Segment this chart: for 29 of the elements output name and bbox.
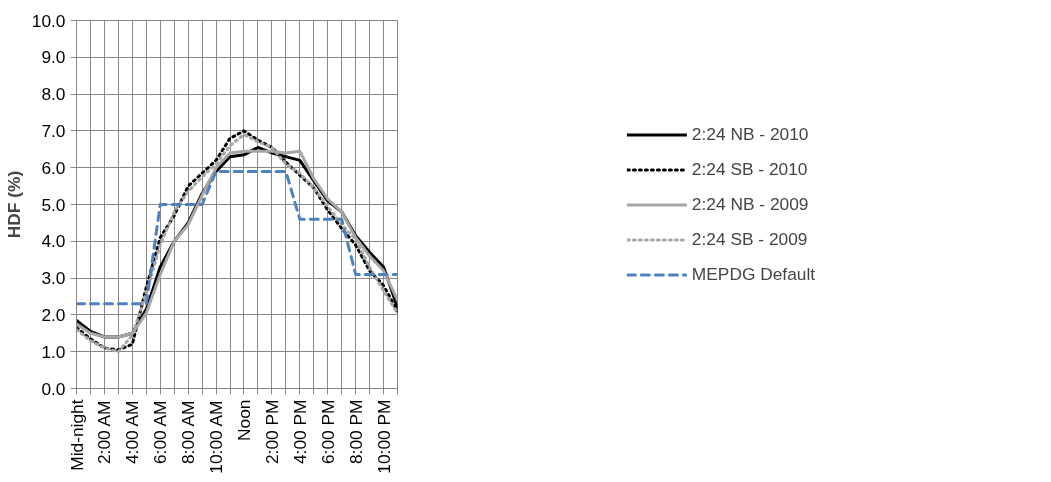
x-tick-label: 6:00 PM xyxy=(317,399,338,465)
y-tick-label: 3.0 xyxy=(41,268,66,289)
x-tick-label: 4:00 PM xyxy=(289,399,310,465)
x-tick-label: 8:00 PM xyxy=(345,399,366,465)
x-tick-label: 2:00 PM xyxy=(261,399,282,465)
x-tick-label: 10:00 PM xyxy=(373,399,394,474)
y-tick-label: 8.0 xyxy=(41,84,66,105)
x-tick-label: 2:00 AM xyxy=(94,400,115,465)
y-tick-label: 2.0 xyxy=(41,304,66,325)
legend-label: 2:24 SB - 2009 xyxy=(691,228,808,250)
y-tick-label: 5.0 xyxy=(41,194,66,215)
y-tick-label: 4.0 xyxy=(41,231,66,252)
legend-label: 2:24 NB - 2010 xyxy=(691,123,809,145)
y-axis-title: HDF (%) xyxy=(3,170,24,239)
x-tick-label: 4:00 AM xyxy=(122,400,143,465)
x-tick-label: 8:00 AM xyxy=(178,400,199,465)
y-tick-label: 0.0 xyxy=(41,378,66,399)
legend-label: 2:24 SB - 2010 xyxy=(691,158,808,180)
y-tick-label: 7.0 xyxy=(41,120,66,141)
x-tick-label: 6:00 AM xyxy=(150,400,171,465)
x-tick-label: Mid-night xyxy=(66,399,87,471)
x-tick-label: Noon xyxy=(233,399,254,441)
y-tick-label: 6.0 xyxy=(41,157,66,178)
y-tick-label: 1.0 xyxy=(41,341,66,362)
legend-label: MEPDG Default xyxy=(691,263,816,285)
legend-label: 2:24 NB - 2009 xyxy=(691,193,809,215)
x-tick-label: 10:00 AM xyxy=(206,400,227,474)
y-tick-label: 10.0 xyxy=(31,10,66,31)
y-tick-label: 9.0 xyxy=(41,47,66,68)
